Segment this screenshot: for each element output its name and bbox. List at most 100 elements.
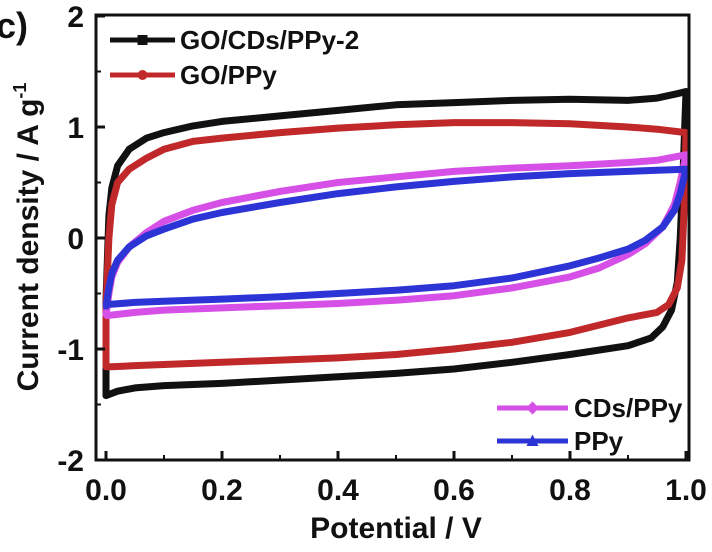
data-point-cds-ppy xyxy=(653,156,661,164)
data-point-go-cds-ppy-2 xyxy=(335,374,341,380)
data-point-go-ppy xyxy=(277,129,283,136)
data-point-go-ppy xyxy=(567,329,573,335)
x-tick-label: 0.4 xyxy=(317,474,359,507)
data-point-go-cds-ppy-2 xyxy=(625,97,631,103)
data-point-go-ppy xyxy=(674,285,680,291)
data-point-cds-ppy xyxy=(276,302,284,310)
legend-item-go-cds-ppy-2: GO/CDs/PPy-2 xyxy=(110,25,359,55)
data-point-go-cds-ppy-2 xyxy=(219,380,225,387)
data-point-cds-ppy xyxy=(624,159,632,166)
data-point-ppy xyxy=(642,236,649,243)
data-point-cds-ppy xyxy=(160,306,168,314)
data-point-ppy xyxy=(508,173,516,180)
data-point-ppy xyxy=(624,168,632,174)
data-point-ppy xyxy=(624,245,632,252)
data-point-cds-ppy xyxy=(131,308,139,316)
data-point-go-ppy xyxy=(109,364,115,370)
data-point-go-cds-ppy-2 xyxy=(144,135,150,141)
legend-marker-go-ppy xyxy=(137,70,148,80)
data-point-go-cds-ppy-2 xyxy=(190,123,196,129)
data-point-cds-ppy xyxy=(392,296,400,304)
data-point-ppy xyxy=(143,232,150,239)
data-point-cds-ppy xyxy=(450,292,458,300)
y-tick-label: 2 xyxy=(67,1,84,34)
data-point-go-ppy xyxy=(393,351,399,358)
data-point-go-cds-ppy-2 xyxy=(115,388,121,394)
data-point-go-cds-ppy-2 xyxy=(393,370,399,377)
data-point-cds-ppy xyxy=(334,300,342,307)
data-point-go-ppy xyxy=(509,119,515,126)
data-point-go-ppy xyxy=(625,315,631,321)
x-tick-label: 0.2 xyxy=(201,474,243,507)
x-tick-label: 0.8 xyxy=(549,474,591,507)
data-point-go-cds-ppy-2 xyxy=(683,88,689,95)
legend-label-go-ppy: GO/PPy xyxy=(180,60,277,90)
data-point-ppy xyxy=(218,209,226,216)
data-point-go-ppy xyxy=(132,363,138,369)
data-point-cds-ppy xyxy=(160,217,168,225)
y-axis-label: Current density / A g-1 xyxy=(10,83,45,392)
series-line-go-cds-ppy-2 xyxy=(102,88,690,400)
data-point-go-ppy xyxy=(144,155,150,161)
data-point-go-ppy xyxy=(666,302,672,308)
data-point-cds-ppy xyxy=(102,312,110,320)
data-point-ppy xyxy=(508,274,516,281)
data-point-go-ppy xyxy=(679,257,685,263)
data-point-go-ppy xyxy=(335,355,341,361)
data-point-go-ppy xyxy=(625,124,631,130)
data-point-go-ppy xyxy=(654,309,660,315)
data-point-ppy xyxy=(450,282,458,289)
data-point-ppy xyxy=(450,178,458,184)
data-point-cds-ppy xyxy=(276,188,284,195)
data-point-go-ppy xyxy=(103,364,109,370)
data-point-ppy xyxy=(677,190,684,197)
data-point-go-ppy xyxy=(190,138,196,145)
x-tick-label: 0.0 xyxy=(85,474,127,507)
series-line-cds-ppy xyxy=(102,151,690,320)
data-point-cds-ppy xyxy=(218,199,226,206)
data-point-go-ppy xyxy=(126,166,132,172)
legend-label-cds-ppy: CDs/PPy xyxy=(574,393,683,423)
data-point-go-ppy xyxy=(567,121,573,127)
data-point-go-cds-ppy-2 xyxy=(567,351,573,358)
data-point-cds-ppy xyxy=(508,284,516,292)
series-line-ppy xyxy=(102,165,690,309)
y-tick-label: -1 xyxy=(57,334,84,367)
data-point-cds-ppy xyxy=(595,264,603,272)
data-point-go-ppy xyxy=(106,235,112,241)
series-ppy xyxy=(102,165,690,310)
data-point-ppy xyxy=(160,297,168,304)
data-point-go-cds-ppy-2 xyxy=(277,113,283,119)
data-point-go-ppy xyxy=(654,126,660,132)
legend-label-go-cds-ppy-2: GO/CDs/PPy-2 xyxy=(180,25,359,55)
data-point-go-cds-ppy-2 xyxy=(393,102,399,108)
data-point-go-ppy xyxy=(393,122,399,128)
y-tick-label: 1 xyxy=(67,112,84,145)
data-point-ppy xyxy=(126,243,133,250)
data-point-cds-ppy xyxy=(508,164,516,172)
data-point-go-cds-ppy-2 xyxy=(132,385,138,391)
data-point-go-cds-ppy-2 xyxy=(648,335,654,341)
data-point-go-cds-ppy-2 xyxy=(509,97,515,103)
data-point-ppy xyxy=(595,254,603,261)
data-point-go-ppy xyxy=(681,202,687,208)
data-point-ppy xyxy=(160,225,168,232)
data-point-ppy xyxy=(114,256,121,263)
legend-item-cds-ppy: CDs/PPy xyxy=(497,393,683,423)
data-point-go-cds-ppy-2 xyxy=(567,96,573,102)
data-point-go-cds-ppy-2 xyxy=(654,95,660,101)
series-line-go-ppy xyxy=(102,119,690,371)
data-point-go-ppy xyxy=(451,346,457,352)
x-tick-label: 1.0 xyxy=(665,474,707,507)
data-point-cds-ppy xyxy=(392,173,400,181)
data-point-go-cds-ppy-2 xyxy=(103,393,109,399)
data-point-ppy xyxy=(102,301,110,308)
data-point-cds-ppy xyxy=(566,162,574,170)
data-point-go-cds-ppy-2 xyxy=(115,163,121,169)
series-cds-ppy xyxy=(102,151,690,320)
data-point-go-cds-ppy-2 xyxy=(509,359,515,365)
data-point-ppy xyxy=(671,206,678,213)
legend-item-go-ppy: GO/PPy xyxy=(110,60,277,90)
data-point-ppy xyxy=(392,286,400,293)
data-point-ppy xyxy=(218,295,226,302)
